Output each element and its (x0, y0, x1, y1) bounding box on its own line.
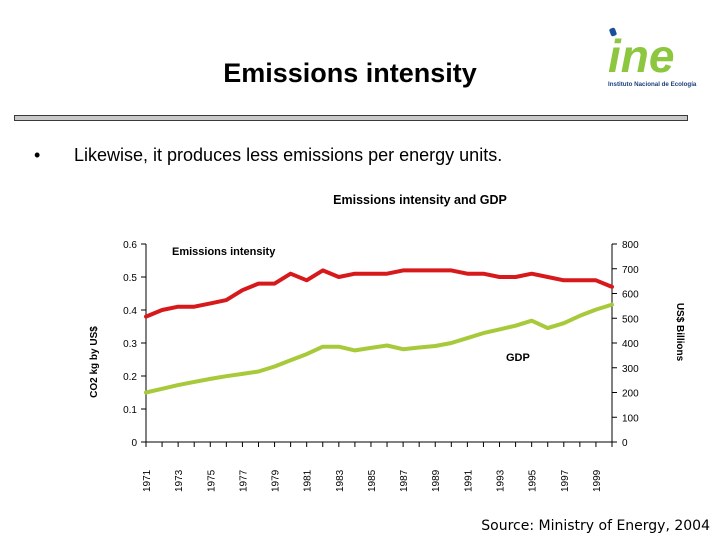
slide-title: Emissions intensity (223, 58, 477, 88)
x-tick-label: 1977 (238, 469, 249, 492)
x-tick-label: 1995 (528, 469, 539, 492)
chart-title: Emissions intensity and GDP (333, 193, 507, 207)
right-tick-label: 0 (622, 438, 628, 449)
left-tick-label: 0 (131, 438, 137, 449)
right-tick-label: 500 (622, 314, 639, 325)
right-axis-label: US$ Billions (674, 303, 685, 362)
left-tick-label: 0.4 (123, 306, 137, 317)
gdp-series-line (144, 302, 614, 395)
logo-dot (609, 27, 617, 37)
right-tick-label: 700 (622, 265, 639, 276)
right-tick-label: 100 (622, 413, 639, 424)
bullet-text: Likewise, it produces less emissions per… (74, 145, 503, 165)
x-tick-label: 1975 (206, 469, 217, 492)
x-tick-label: 1991 (463, 469, 474, 492)
right-tick-label: 800 (622, 240, 639, 251)
left-tick-label: 0.2 (123, 372, 137, 383)
left-tick-label: 0.6 (123, 240, 137, 251)
x-tick-label: 1993 (496, 469, 507, 492)
x-tick-label: 1997 (560, 469, 571, 492)
emissions-intensity-annotation: Emissions intensity (172, 246, 276, 258)
x-tick-label: 1973 (174, 469, 185, 492)
emissions-intensity-series-line (144, 268, 614, 319)
left-axis-label: CO2 kg by US$ (89, 326, 100, 398)
x-tick-label: 1985 (367, 469, 378, 492)
ine-logo: ine Instituto Nacional de Ecología (608, 27, 697, 88)
x-tick-label: 1999 (592, 469, 603, 492)
x-tick-label: 1987 (399, 469, 410, 492)
x-tick-label: 1981 (303, 469, 314, 492)
logo-caption: Instituto Nacional de Ecología (608, 81, 697, 88)
title-divider (14, 115, 688, 121)
left-tick-label: 0.5 (123, 273, 137, 284)
left-tick-label: 0.3 (123, 339, 137, 350)
x-tick-label: 1971 (142, 469, 153, 492)
right-tick-label: 300 (622, 364, 639, 375)
right-tick-label: 200 (622, 389, 639, 400)
left-tick-label: 0.1 (123, 405, 137, 416)
x-tick-label: 1979 (271, 469, 282, 492)
right-tick-label: 600 (622, 290, 639, 301)
right-tick-label: 400 (622, 339, 639, 350)
gdp-annotation: GDP (506, 352, 530, 364)
x-tick-label: 1989 (431, 469, 442, 492)
logo-letters: ine (608, 30, 674, 82)
source-note: Source: Ministry of Energy, 2004 (481, 518, 710, 534)
bullet-marker: • (34, 145, 41, 165)
x-tick-label: 1983 (335, 469, 346, 492)
